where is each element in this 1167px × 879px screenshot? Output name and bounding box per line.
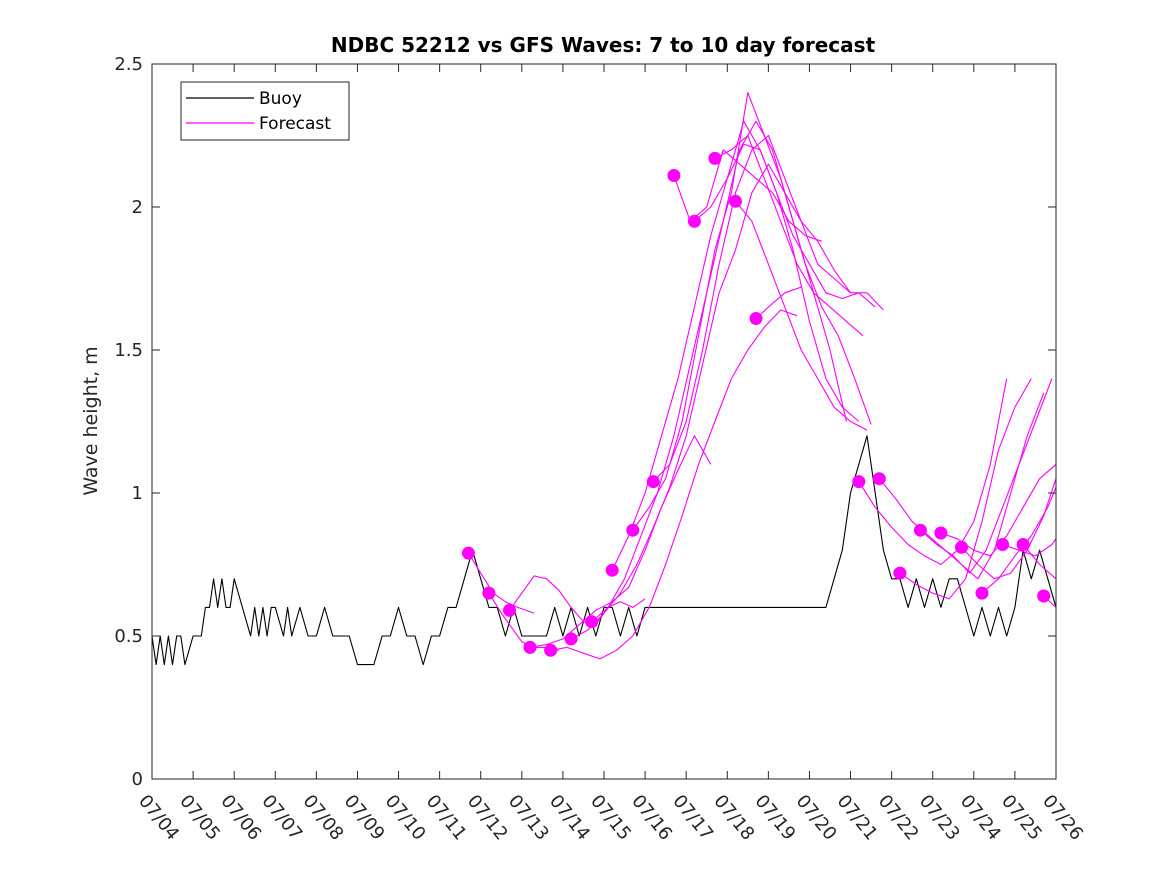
y-axis-ticks: 0 0.5 1 1.5 2 2.5 <box>114 54 1056 790</box>
legend: Buoy Forecast <box>180 81 350 141</box>
chart-title: NDBC 52212 vs GFS Waves: 7 to 10 day for… <box>331 33 876 57</box>
forecast-series-line-12 <box>694 143 876 308</box>
forecast-series-line-23 <box>1002 538 1057 557</box>
y-tick-label: 2 <box>132 197 143 218</box>
forecast-point-19 <box>934 526 948 540</box>
forecast-series-line-11 <box>673 149 822 242</box>
forecast-series-line-4 <box>529 435 712 648</box>
forecast-series-line-10 <box>652 134 884 482</box>
forecast-point-24 <box>1037 589 1051 603</box>
forecast-point-13 <box>729 194 742 208</box>
forecast-point-22 <box>996 538 1010 551</box>
forecast-series-line-16 <box>858 378 1008 566</box>
forecast-point-16 <box>872 472 886 486</box>
y-tick-label: 0 <box>132 769 143 790</box>
forecast-point-3 <box>523 640 537 654</box>
forecast-point-6 <box>585 615 599 629</box>
forecast-point-12 <box>708 151 722 165</box>
forecast-point-18 <box>913 523 927 537</box>
forecast-series-line-6 <box>570 163 851 640</box>
forecast-series-line-8 <box>611 120 860 571</box>
forecast-series-line-14 <box>735 200 868 431</box>
forecast-markers <box>461 151 1051 657</box>
buoy-series-line <box>151 435 1057 666</box>
forecast-point-8 <box>626 523 640 537</box>
forecast-series-line-24 <box>1022 544 1057 580</box>
forecast-point-9 <box>646 475 660 489</box>
forecast-point-2 <box>503 603 516 617</box>
y-tick-label: 2.5 <box>114 54 143 75</box>
legend-box <box>180 81 350 141</box>
forecast-series-line-1 <box>467 552 535 614</box>
forecast-point-11 <box>687 214 701 228</box>
forecast-series-line-5 <box>550 309 798 660</box>
forecast-series-line-7 <box>591 120 872 623</box>
legend-label: Buoy <box>259 89 302 109</box>
y-axis-label: Wave height, m <box>80 346 102 495</box>
y-tick-label: 0.5 <box>114 626 143 647</box>
y-tick-label: 1.5 <box>114 340 143 361</box>
legend-label: Forecast <box>259 114 331 134</box>
forecast-point-1 <box>482 586 496 600</box>
forecast-point-21 <box>975 586 989 600</box>
series-group <box>151 92 1057 666</box>
forecast-point-17 <box>893 566 907 580</box>
forecast-point-7 <box>605 563 619 577</box>
forecast-point-20 <box>955 540 968 554</box>
forecast-point-15 <box>852 475 866 489</box>
forecast-series-line-15 <box>755 286 802 319</box>
forecast-series-line-19 <box>920 378 1053 574</box>
forecast-point-10 <box>667 169 681 182</box>
forecast-series-line-21 <box>961 478 1057 580</box>
y-tick-label: 1 <box>132 483 143 504</box>
forecast-series-line-3 <box>509 575 646 626</box>
forecast-point-5 <box>564 632 578 646</box>
forecast-point-0 <box>461 546 475 560</box>
forecast-series-line-18 <box>899 378 1032 600</box>
forecast-point-4 <box>544 643 558 657</box>
forecast-series-line-13 <box>714 134 864 337</box>
forecast-point-14 <box>749 312 763 325</box>
forecast-point-23 <box>1016 538 1030 551</box>
